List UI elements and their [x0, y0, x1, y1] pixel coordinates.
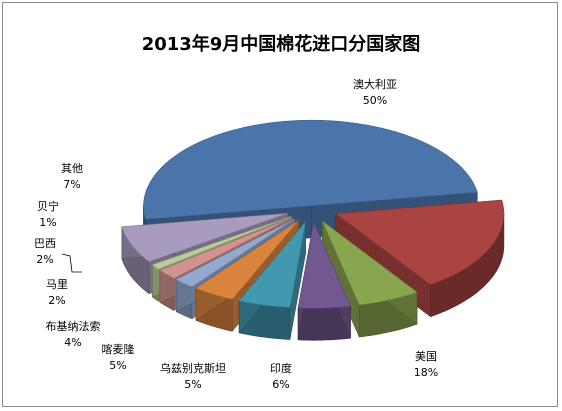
label-value-喀麦隆: 5%	[109, 359, 126, 372]
pie-tops	[121, 119, 505, 309]
label-name-巴西: 巴西	[34, 237, 56, 250]
slice-美国	[335, 199, 505, 286]
label-name-美国: 美国	[415, 350, 437, 363]
slice-印度	[321, 220, 418, 306]
label-name-其他: 其他	[61, 162, 83, 175]
label-name-乌兹别克斯坦: 乌兹别克斯坦	[160, 361, 226, 375]
label-value-乌兹别克斯坦: 5%	[184, 378, 201, 391]
label-name-马里: 马里	[46, 278, 68, 291]
label-name-布基纳法索: 布基纳法索	[46, 319, 101, 333]
label-value-印度: 6%	[272, 378, 289, 391]
leader-line-巴西	[61, 253, 82, 273]
slice-乌兹别克斯坦	[297, 221, 351, 309]
slice-马里	[175, 218, 295, 288]
label-name-贝宁: 贝宁	[37, 199, 59, 213]
slice-布基纳法索	[195, 220, 300, 300]
label-value-贝宁: 1%	[39, 216, 56, 229]
label-value-美国: 18%	[414, 366, 438, 379]
slice-澳大利亚	[143, 119, 478, 220]
slice-巴西	[159, 217, 293, 279]
label-value-布基纳法索: 4%	[64, 336, 81, 349]
chart-title: 2013年9月中国棉花进口分国家图	[141, 34, 421, 55]
label-name-澳大利亚: 澳大利亚	[353, 77, 397, 91]
label-value-澳大利亚: 50%	[363, 94, 387, 107]
slice-贝宁	[151, 216, 292, 270]
label-value-马里: 2%	[48, 294, 65, 307]
label-name-印度: 印度	[270, 361, 292, 375]
slice-其他	[121, 212, 288, 263]
label-name-喀麦隆: 喀麦隆	[102, 342, 135, 356]
slice-喀麦隆	[238, 220, 307, 308]
label-value-巴西: 2%	[36, 253, 53, 266]
slice-labels: 澳大利亚 50% 美国 18% 印度 6% 乌兹别克斯坦 5% 喀麦隆 5% 布基纳法索 4% 马里 2%…	[34, 77, 438, 391]
label-value-其他: 7%	[63, 178, 80, 191]
